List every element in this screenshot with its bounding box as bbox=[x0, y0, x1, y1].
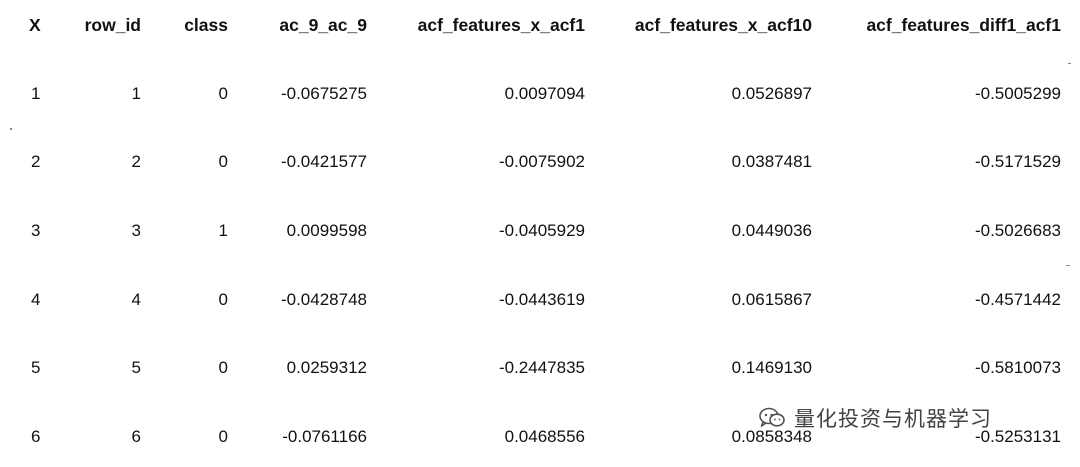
table-cell: -0.0675275 bbox=[280, 84, 367, 103]
table-cell: 4 bbox=[31, 290, 41, 309]
table-cell: 2 bbox=[131, 152, 141, 171]
column-header: acf_features_x_acf10 bbox=[634, 15, 812, 35]
table-cell: 1 bbox=[218, 221, 228, 240]
table-cell: 0.0097094 bbox=[504, 84, 585, 103]
table-cell: -0.0075902 bbox=[498, 152, 585, 171]
table-cell: 1 bbox=[131, 84, 141, 103]
table-header-row: X row_id class ac_9_ac_9 acf_features_x_… bbox=[0, 10, 1080, 40]
table-cell: -0.5253131 bbox=[974, 427, 1061, 446]
table-cell: -0.0421577 bbox=[280, 152, 367, 171]
table-cell: 3 bbox=[131, 221, 141, 240]
column-header: class bbox=[184, 15, 228, 35]
table-cell: 0.0526897 bbox=[731, 84, 812, 103]
table-cell: 0.0259312 bbox=[286, 358, 367, 377]
table-cell: 0.0387481 bbox=[731, 152, 812, 171]
table-cell: 3 bbox=[31, 221, 41, 240]
table-cell: -0.0443619 bbox=[498, 290, 585, 309]
column-header: X bbox=[29, 15, 41, 35]
table-cell: 5 bbox=[31, 358, 41, 377]
table-row: 6 6 0 -0.0761166 0.0468556 0.0858348 -0.… bbox=[0, 422, 1080, 452]
table-cell: -0.5171529 bbox=[974, 152, 1061, 171]
table-cell: 0 bbox=[218, 427, 228, 446]
column-header: acf_features_diff1_acf1 bbox=[866, 15, 1061, 35]
scan-speck bbox=[10, 128, 12, 130]
scan-speck bbox=[1068, 63, 1071, 64]
table-cell: 0 bbox=[218, 84, 228, 103]
table-cell: 6 bbox=[131, 427, 141, 446]
table-cell: 0.0099598 bbox=[286, 221, 367, 240]
watermark: 量化投资与机器学习 bbox=[758, 398, 992, 438]
watermark-text: 量化投资与机器学习 bbox=[794, 407, 992, 431]
table-row: 2 2 0 -0.0421577 -0.0075902 0.0387481 -0… bbox=[0, 147, 1080, 177]
table-row: 5 5 0 0.0259312 -0.2447835 0.1469130 -0.… bbox=[0, 353, 1080, 383]
table-cell: 0.0858348 bbox=[731, 427, 812, 446]
table-cell: 1 bbox=[31, 84, 41, 103]
table-cell: 0 bbox=[218, 290, 228, 309]
table-cell: 2 bbox=[31, 152, 41, 171]
table-cell: -0.5810073 bbox=[974, 358, 1061, 377]
table-cell: -0.0405929 bbox=[498, 221, 585, 240]
table-cell: -0.2447835 bbox=[498, 358, 585, 377]
scan-speck bbox=[1066, 265, 1070, 266]
table-cell: 0.1469130 bbox=[731, 358, 812, 377]
table-cell: 4 bbox=[131, 290, 141, 309]
table-cell: -0.5026683 bbox=[974, 221, 1061, 240]
table-cell: 5 bbox=[131, 358, 141, 377]
table-cell: 0.0468556 bbox=[504, 427, 585, 446]
table-cell: -0.4571442 bbox=[974, 290, 1061, 309]
table-cell: 0.0615867 bbox=[731, 290, 812, 309]
wechat-icon bbox=[758, 406, 786, 430]
table-cell: -0.0428748 bbox=[280, 290, 367, 309]
column-header: acf_features_x_acf1 bbox=[417, 15, 585, 35]
table-cell: -0.5005299 bbox=[974, 84, 1061, 103]
table-row: 1 1 0 -0.0675275 0.0097094 0.0526897 -0.… bbox=[0, 79, 1080, 109]
table-cell: 0 bbox=[218, 152, 228, 171]
table-cell: 0 bbox=[218, 358, 228, 377]
column-header: row_id bbox=[84, 15, 141, 35]
column-header: ac_9_ac_9 bbox=[279, 15, 367, 35]
table-cell: 0.0449036 bbox=[731, 221, 812, 240]
table-row: 3 3 1 0.0099598 -0.0405929 0.0449036 -0.… bbox=[0, 216, 1080, 246]
table-cell: -0.0761166 bbox=[282, 427, 367, 446]
table-cell: 6 bbox=[31, 427, 41, 446]
table-row: 4 4 0 -0.0428748 -0.0443619 0.0615867 -0… bbox=[0, 285, 1080, 315]
